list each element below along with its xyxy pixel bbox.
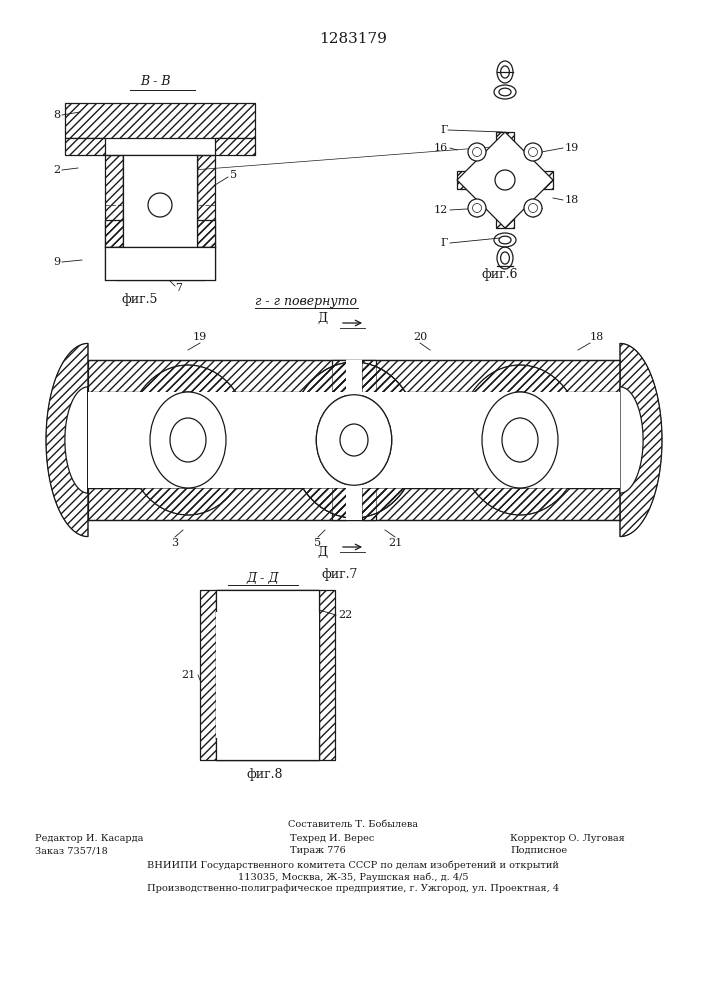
Ellipse shape [170, 418, 206, 462]
Polygon shape [65, 138, 105, 155]
Ellipse shape [468, 199, 486, 217]
Text: фиг.7: фиг.7 [322, 568, 358, 581]
Ellipse shape [524, 143, 542, 161]
Polygon shape [88, 360, 620, 392]
Text: Составитель Т. Бобылева: Составитель Т. Бобылева [288, 820, 418, 829]
Polygon shape [362, 360, 376, 520]
Ellipse shape [132, 177, 188, 233]
Text: 22: 22 [338, 610, 352, 620]
Text: 3: 3 [171, 538, 179, 548]
Text: Д: Д [318, 312, 328, 324]
Ellipse shape [458, 365, 582, 515]
Polygon shape [539, 171, 553, 189]
Ellipse shape [472, 204, 481, 213]
Text: Подписное: Подписное [510, 846, 567, 855]
Text: фиг.6: фиг.6 [481, 268, 518, 281]
Text: 7: 7 [175, 283, 182, 293]
Ellipse shape [502, 418, 538, 462]
Text: В - В: В - В [140, 75, 170, 88]
Ellipse shape [126, 365, 250, 515]
Ellipse shape [148, 193, 172, 217]
Text: 5: 5 [315, 538, 322, 548]
Text: Техред И. Верес: Техред И. Верес [290, 834, 375, 843]
Polygon shape [215, 138, 255, 155]
Ellipse shape [316, 395, 392, 485]
Polygon shape [216, 738, 319, 760]
Ellipse shape [316, 395, 392, 485]
Ellipse shape [482, 392, 558, 488]
Polygon shape [88, 392, 620, 488]
Ellipse shape [289, 362, 419, 518]
Polygon shape [457, 171, 471, 189]
Ellipse shape [155, 200, 165, 210]
Text: Г: Г [440, 125, 448, 135]
Text: 9: 9 [53, 257, 60, 267]
Text: ВНИИПИ Государственного комитета СССР по делам изобретений и открытий: ВНИИПИ Государственного комитета СССР по… [147, 860, 559, 869]
Ellipse shape [316, 395, 392, 485]
Text: г - г повернуто: г - г повернуто [255, 295, 357, 308]
Text: Д: Д [318, 546, 328, 558]
Polygon shape [105, 220, 215, 247]
Polygon shape [332, 360, 346, 520]
Polygon shape [216, 612, 319, 738]
Text: 18: 18 [590, 332, 604, 342]
Polygon shape [123, 155, 197, 247]
Text: 8: 8 [53, 110, 60, 120]
Ellipse shape [529, 204, 537, 213]
Text: Редактор И. Касарда: Редактор И. Касарда [35, 834, 144, 843]
Ellipse shape [316, 395, 392, 485]
Ellipse shape [340, 424, 368, 456]
Polygon shape [105, 155, 123, 247]
Text: 21: 21 [182, 670, 196, 680]
Text: Заказ 7357/18: Заказ 7357/18 [35, 846, 107, 855]
Text: Производственно-полиграфическое предприятие, г. Ужгород, ул. Проектная, 4: Производственно-полиграфическое предприя… [147, 884, 559, 893]
Polygon shape [496, 214, 514, 228]
Text: 19: 19 [193, 332, 207, 342]
Polygon shape [216, 590, 319, 612]
Text: 21: 21 [388, 538, 402, 548]
Text: Д - Д: Д - Д [247, 572, 279, 585]
Polygon shape [105, 247, 215, 280]
Ellipse shape [482, 392, 558, 488]
Text: 16: 16 [434, 143, 448, 153]
Text: фиг.5: фиг.5 [122, 293, 158, 306]
Text: 2: 2 [53, 165, 60, 175]
Text: 18: 18 [565, 195, 579, 205]
Polygon shape [496, 132, 514, 146]
Polygon shape [197, 155, 215, 247]
Ellipse shape [150, 392, 226, 488]
Polygon shape [457, 132, 553, 228]
Polygon shape [88, 488, 620, 520]
Polygon shape [115, 247, 205, 280]
Ellipse shape [529, 147, 537, 156]
Text: 5: 5 [230, 170, 237, 180]
Polygon shape [46, 343, 88, 537]
Polygon shape [346, 360, 362, 520]
Text: 12: 12 [434, 205, 448, 215]
Polygon shape [65, 387, 88, 493]
Text: 113035, Москва, Ж-35, Раушская наб., д. 4/5: 113035, Москва, Ж-35, Раушская наб., д. … [238, 872, 468, 882]
Polygon shape [620, 343, 662, 537]
Ellipse shape [472, 147, 481, 156]
Text: Г: Г [440, 238, 448, 248]
Ellipse shape [340, 424, 368, 456]
Polygon shape [216, 590, 319, 760]
Ellipse shape [524, 199, 542, 217]
Ellipse shape [495, 170, 515, 190]
Ellipse shape [468, 143, 486, 161]
Polygon shape [200, 590, 335, 760]
Text: фиг.8: фиг.8 [247, 768, 284, 781]
Ellipse shape [148, 193, 172, 217]
Ellipse shape [150, 392, 226, 488]
Text: 19: 19 [565, 143, 579, 153]
Text: 1283179: 1283179 [319, 32, 387, 46]
Text: Тираж 776: Тираж 776 [290, 846, 346, 855]
Ellipse shape [289, 362, 419, 518]
Text: Корректор О. Луговая: Корректор О. Луговая [510, 834, 625, 843]
Polygon shape [620, 387, 643, 493]
Polygon shape [65, 103, 255, 138]
Text: 20: 20 [413, 332, 427, 342]
